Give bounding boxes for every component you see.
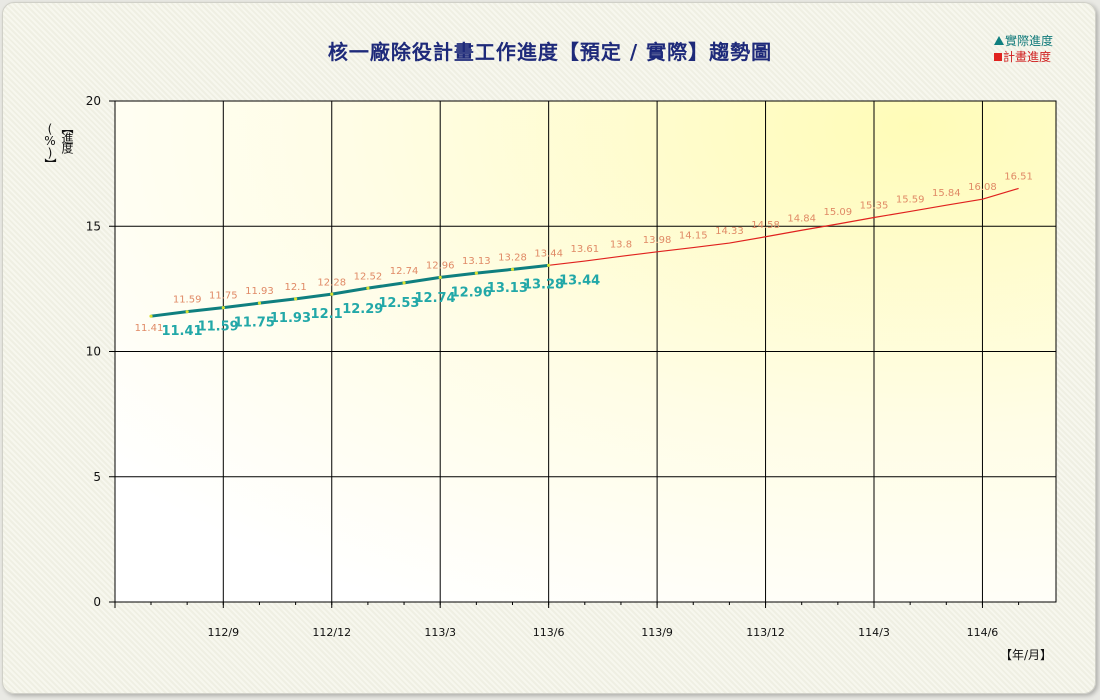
y-tick-label: 0 [93, 595, 101, 609]
plan-data-label: 13.13 [462, 256, 491, 267]
actual-data-label: 12.1 [311, 307, 343, 322]
actual-point [474, 271, 478, 275]
legend-label-plan: 計畫進度 [1003, 50, 1052, 64]
chart-legend: 實際進度 計畫進度 [994, 33, 1053, 65]
plan-data-label: 12.74 [390, 266, 419, 277]
legend-label-actual: 實際進度 [1005, 34, 1054, 48]
actual-data-label: 11.41 [161, 324, 202, 339]
x-axis-label: 【年/月】 [1000, 648, 1053, 662]
plan-data-label: 14.33 [715, 226, 744, 237]
x-tick-label: 114/6 [967, 626, 999, 639]
actual-data-label: 12.29 [342, 302, 383, 317]
plan-data-label: 12.96 [426, 260, 455, 271]
y-tick-label: 20 [86, 94, 101, 108]
plan-data-label: 11.59 [173, 295, 202, 306]
triangle-icon [994, 36, 1004, 45]
plan-data-label: 13.28 [498, 252, 527, 263]
actual-data-label: 13.28 [523, 277, 564, 292]
y-tick-label: 5 [93, 470, 101, 484]
plan-data-label: 16.08 [968, 182, 997, 193]
actual-point [330, 292, 334, 296]
plan-data-label: 15.35 [860, 200, 889, 211]
legend-item-plan: 計畫進度 [994, 49, 1053, 65]
x-tick-label: 112/12 [312, 626, 351, 639]
x-tick-label: 113/6 [533, 626, 565, 639]
actual-data-label: 12.53 [378, 296, 419, 311]
square-icon [994, 53, 1002, 61]
plan-data-label: 15.09 [824, 207, 853, 218]
plan-data-label: 11.75 [209, 291, 238, 302]
legend-item-actual: 實際進度 [994, 33, 1053, 49]
plan-data-label: 14.84 [787, 213, 816, 224]
plan-data-label: 14.58 [751, 220, 780, 231]
x-tick-label: 112/9 [207, 626, 239, 639]
x-tick-label: 113/9 [641, 626, 673, 639]
plan-data-label: 13.98 [643, 235, 672, 246]
plan-data-label: 12.1 [284, 282, 306, 293]
plan-data-label: 14.15 [679, 231, 708, 242]
actual-data-label: 13.44 [559, 273, 600, 288]
plan-data-label: 12.28 [317, 277, 346, 288]
y-axis-label: 【進度(%)】 [43, 122, 74, 168]
actual-data-label: 11.59 [198, 320, 239, 335]
actual-data-label: 11.93 [270, 311, 311, 326]
actual-point [366, 286, 370, 290]
plan-data-label: 11.41 [135, 323, 164, 334]
actual-point [294, 297, 298, 301]
y-tick-label: 10 [86, 345, 101, 359]
y-tick-label: 15 [86, 219, 101, 233]
plan-data-label: 15.84 [932, 188, 961, 199]
actual-point [402, 281, 406, 285]
actual-data-label: 13.13 [487, 281, 528, 296]
actual-point [547, 263, 551, 267]
x-tick-label: 114/3 [858, 626, 890, 639]
plan-data-label: 11.93 [245, 286, 274, 297]
actual-point [185, 310, 189, 314]
plan-data-label: 15.59 [896, 194, 925, 205]
actual-data-label: 12.96 [451, 285, 492, 300]
actual-series-line [150, 263, 549, 318]
actual-data-label: 12.74 [414, 291, 455, 306]
actual-point [149, 314, 153, 318]
actual-point [257, 301, 262, 305]
chart-title: 核一廠除役計畫工作進度【預定 / 實際】趨勢圖 [327, 40, 773, 64]
plan-data-label: 13.44 [534, 248, 563, 259]
x-tick-label: 113/12 [746, 626, 785, 639]
plan-data-label: 13.61 [570, 244, 599, 255]
plan-data-label: 16.51 [1004, 171, 1033, 182]
x-tick-label: 113/3 [424, 626, 456, 639]
actual-point [438, 275, 442, 279]
actual-point [221, 306, 225, 310]
actual-data-label: 11.75 [234, 316, 275, 331]
plan-data-label: 12.52 [354, 271, 383, 282]
plan-data-label: 13.8 [610, 239, 632, 250]
actual-point [510, 267, 515, 271]
